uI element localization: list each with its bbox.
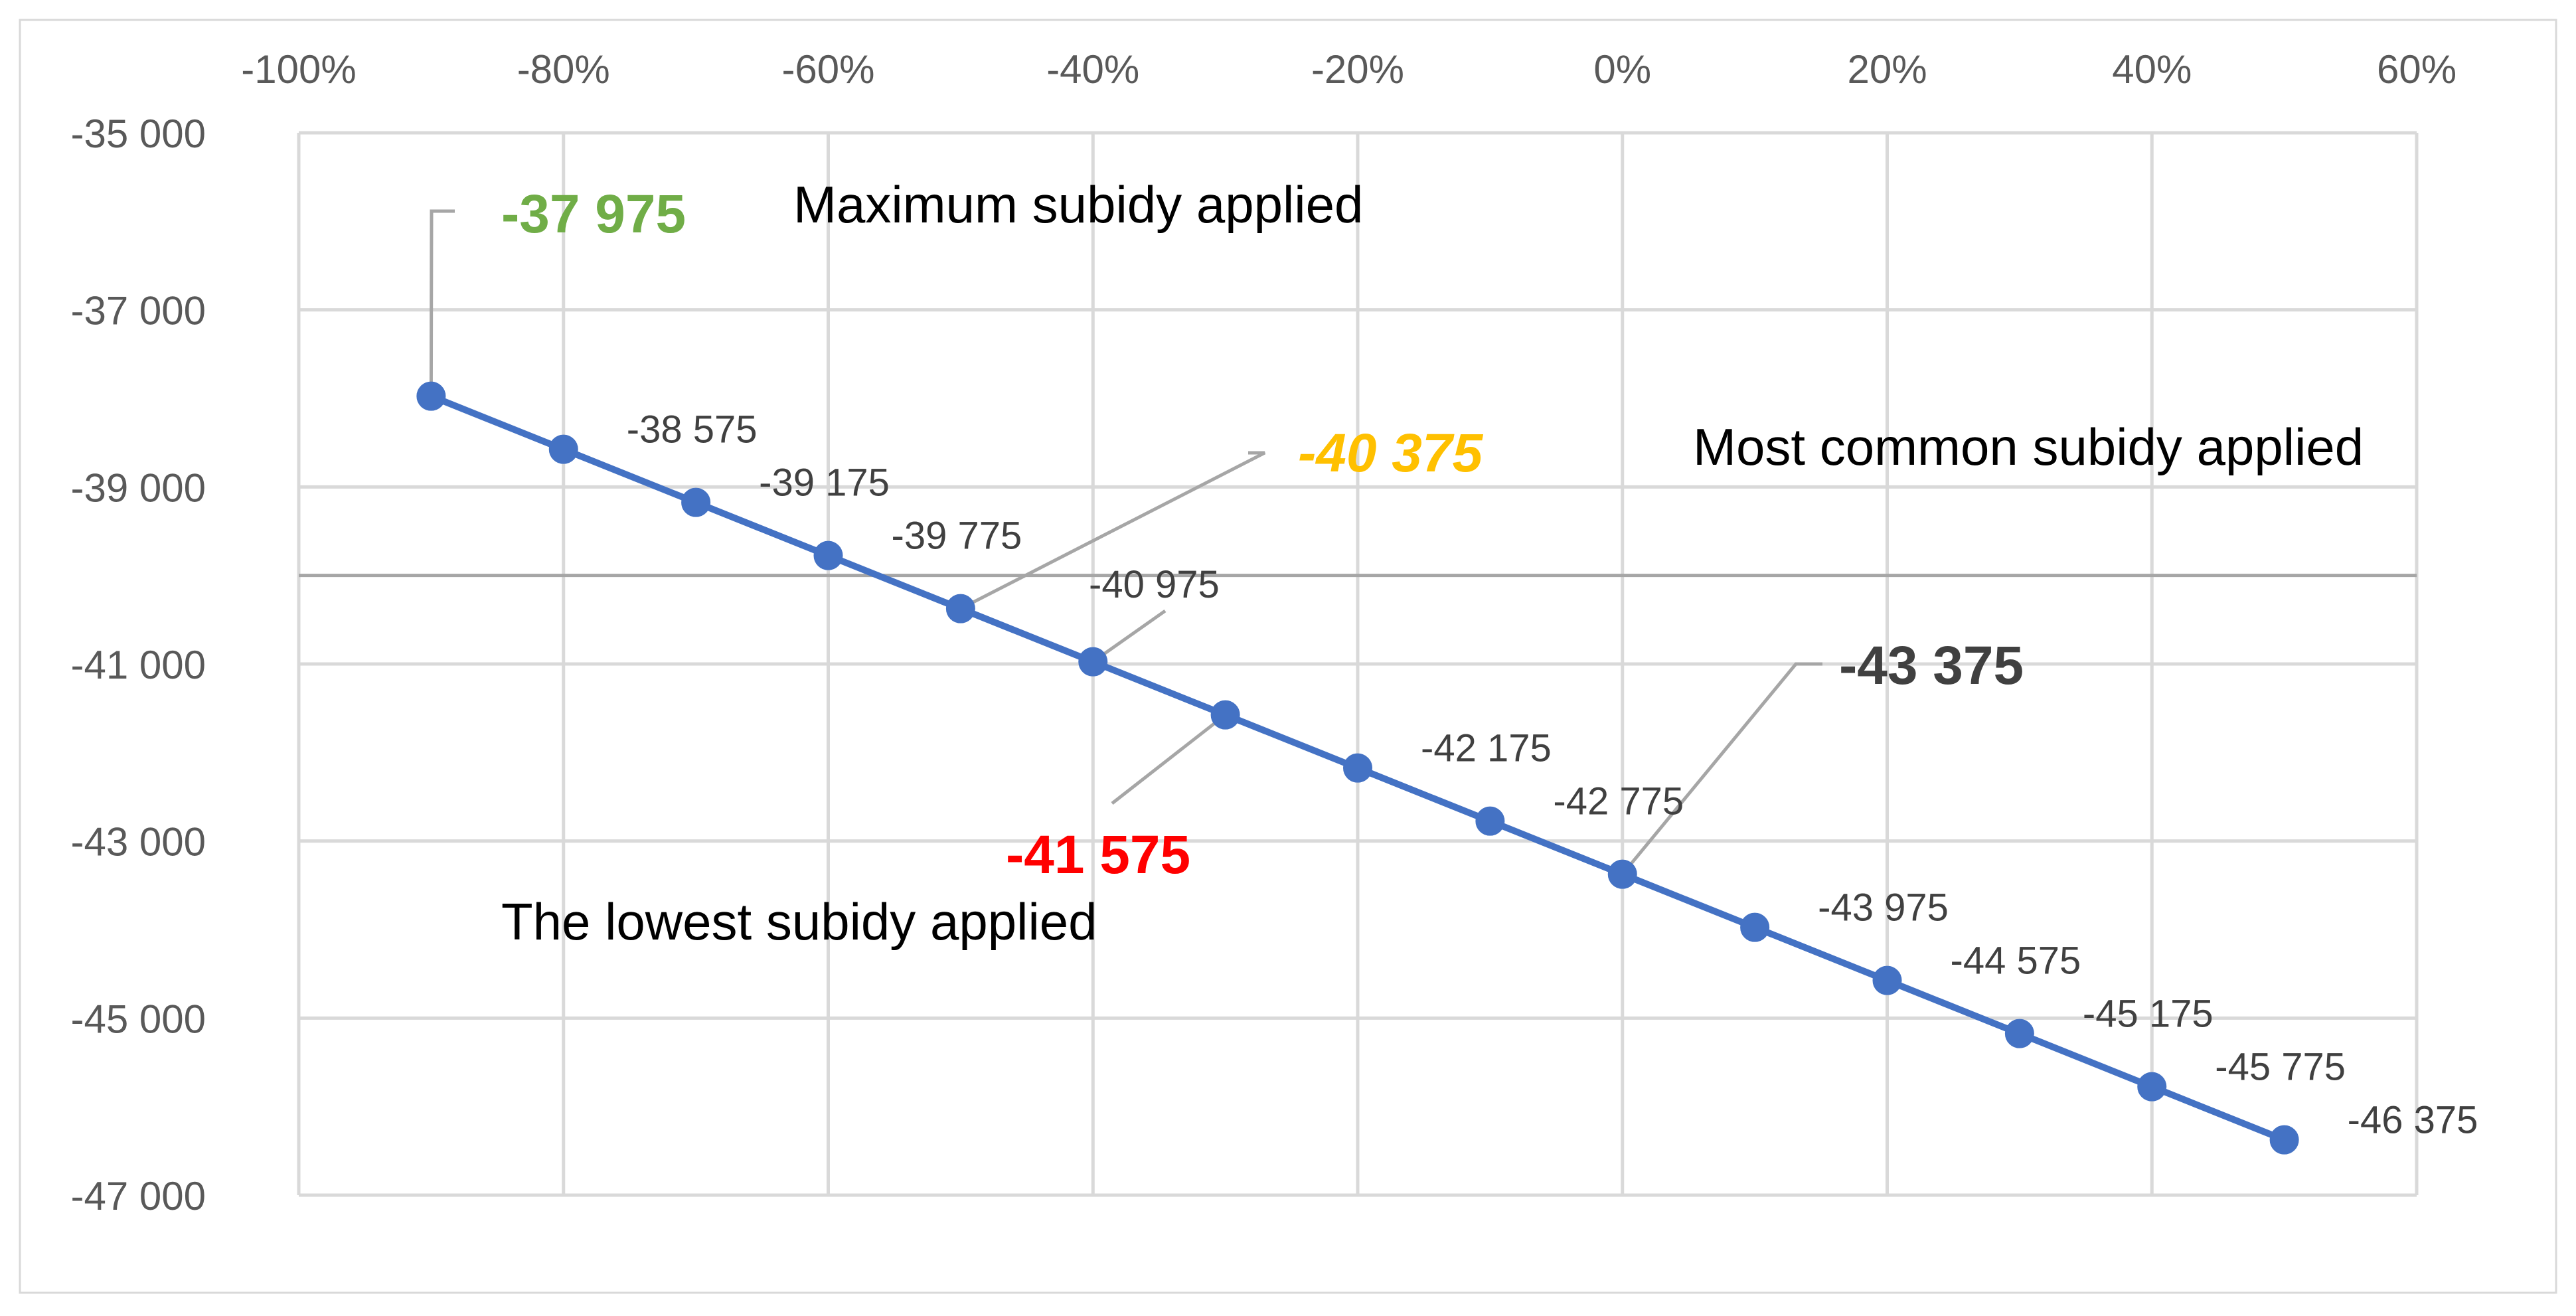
gridlines [297,131,2419,1197]
data-point-marker [1607,859,1637,889]
x-tick-label: 60% [2377,47,2456,92]
leader-line [959,451,1266,610]
data-label: -44 575 [1951,940,2081,983]
y-tick-label: -47 000 [71,1174,206,1218]
annotation-text: Maximum subidy applied [793,175,1363,234]
y-tick-label: -37 000 [71,289,206,333]
data-point-marker [548,434,578,464]
data-label: -41 575 [1006,825,1190,885]
x-tick-label: 0% [1593,47,1651,92]
data-point-marker [2269,1125,2299,1155]
data-label: -40 975 [1089,563,1220,606]
data-label: -43 975 [1818,886,1949,930]
data-label: -40 375 [1298,423,1484,483]
data-point-marker [416,381,446,411]
y-tick-label: -41 000 [71,643,206,687]
leader-lines [429,209,1822,876]
x-tick-label: -40% [1046,47,1139,92]
data-point-marker [813,540,843,570]
y-tick-label: -35 000 [71,112,206,156]
data-point-marker [2004,1019,2034,1048]
data-labels: -37 975 -38 575-39 175-39 775 -40 375 -40 9… [501,184,2478,1142]
x-tick-label: 40% [2112,47,2192,92]
y-tick-label: -43 000 [71,820,206,864]
y-tick-label: -45 000 [71,997,206,1041]
data-label: -37 975 [501,184,686,244]
data-point-marker [1210,700,1240,730]
data-label: -42 775 [1553,780,1684,823]
leader-line [1621,662,1822,876]
data-label: -39 175 [759,461,890,505]
leader-line [1091,609,1167,663]
data-label: -43 375 [1839,635,2024,696]
data-point-marker [1475,806,1505,836]
annotations: Maximum subidy applied Most common subidy… [501,175,2364,951]
x-tick-label: -80% [517,47,610,92]
data-label: -39 775 [892,515,1022,558]
y-axis-tick-labels: -35 000 -37 000 -39 000 -41 000 -43 000 -45 0… [71,112,206,1218]
x-tick-label: 20% [1847,47,1927,92]
data-point-marker [1343,753,1372,783]
annotation-text: The lowest subidy applied [501,892,1097,951]
data-label: -42 175 [1421,727,1552,770]
leader-line [429,209,455,396]
data-label: -46 375 [2348,1099,2478,1142]
x-tick-label: -20% [1311,47,1404,92]
annotation-text: Most common subidy applied [1693,418,2364,476]
data-point-marker [681,487,711,517]
data-label: -45 775 [2215,1046,2346,1089]
data-point-marker [2137,1072,2167,1102]
data-label: -45 175 [2083,993,2214,1036]
data-point-marker [945,594,975,623]
x-axis-tick-labels: -100% -80% -60% -40% -20% 0% 20% 40% 60% [241,47,2456,92]
y-tick-label: -39 000 [71,465,206,510]
leader-line [1111,713,1227,805]
x-tick-label: -60% [781,47,874,92]
data-point-marker [1872,965,1902,995]
data-label: -38 575 [627,408,758,452]
x-tick-label: -100% [241,47,356,92]
data-point-marker [1740,912,1770,942]
data-point-marker [1078,647,1108,677]
data-points [416,381,2299,1155]
